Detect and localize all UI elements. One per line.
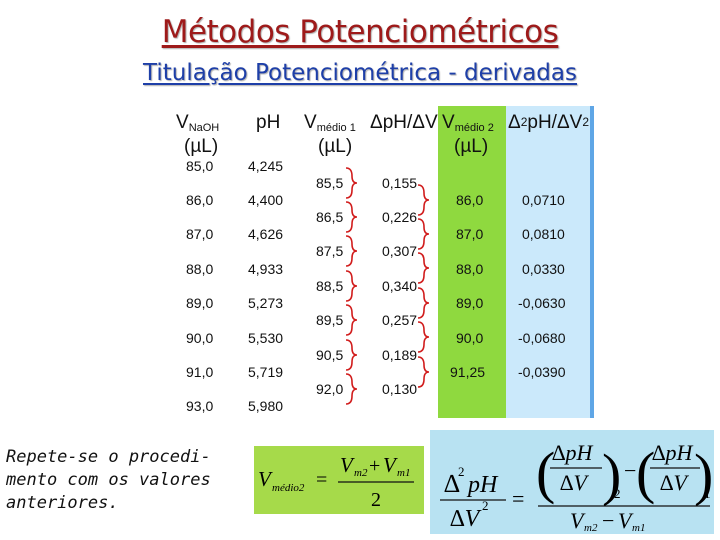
cell-dph-dv: 0,155 [382,175,418,191]
cell-ph: 4,400 [248,192,284,208]
cell-v-medio1: 89,5 [316,312,344,328]
f2-paren-close: ) [602,442,621,507]
cell-v-naoh: 90,0 [186,330,214,346]
header-d2ph-dv2: Δ2pH/ΔV2 [508,112,590,133]
instruction-note: Repete-se o procedi- mento com os valore… [6,446,256,515]
header-dph-dv: ΔpH/ΔV [370,112,438,133]
cell-dph-dv: 0,130 [382,381,418,397]
f1-num-b: V [383,453,398,477]
f2-paren2-close: ) [694,442,713,507]
cell-d2ph-dv2: 0,0810 [522,226,565,242]
cell-v-medio1: 88,5 [316,278,344,294]
column-border [590,106,594,418]
f2-paren-open: ( [536,440,555,505]
note-line: mento com os valores [6,470,211,490]
cell-ph: 5,273 [248,295,284,311]
cell-v-medio1: 87,5 [316,243,344,259]
cell-d2ph-dv2: 0,0710 [522,192,565,208]
f2-minus: − [624,458,636,483]
cell-v-medio1: 85,5 [316,175,344,191]
cell-ph: 4,933 [248,261,284,277]
cell-v-medio2: 88,0 [456,261,484,277]
header-v-medio2: Vmédio 2 [442,112,494,134]
cell-ph: 4,245 [248,158,284,174]
cell-dph-dv: 0,257 [382,312,418,328]
f1-equals: = [316,469,327,491]
cell-v-naoh: 85,0 [186,158,214,174]
f2-t2-num: ∆pH [652,440,693,465]
cell-dph-dv: 0,307 [382,243,418,259]
cell-ph: 5,530 [248,330,284,346]
f2-den-a: V [570,508,586,533]
cell-v-medio1: 90,5 [316,347,344,363]
f1-num-a: V [340,453,355,477]
f1-num-b-sub: m1 [397,467,410,479]
f2-paren2-open: ( [636,440,655,505]
cell-v-medio2: 89,0 [456,295,484,311]
f1-den: 2 [371,489,381,511]
cell-v-naoh: 86,0 [186,192,214,208]
note-line: Repete-se o procedi- [6,447,211,467]
cell-d2ph-dv2: -0,0630 [518,295,566,311]
header-v-naoh: VNaOH [176,112,220,134]
cell-v-medio2: 87,0 [456,226,484,242]
v-medio2-column-highlight [438,106,506,418]
f2-den-b-sub: m1 [632,522,645,534]
cell-v-medio1: 86,5 [316,209,344,225]
note-line: anteriores. [6,493,119,513]
cell-ph: 5,719 [248,364,284,380]
f2-d2-sup: 2 [458,464,465,479]
f2-dv-sup: 2 [482,498,489,513]
bracket-connectors [345,167,430,405]
f2-t1-sub: 2 [614,486,621,501]
second-derivative-column-highlight [506,106,592,418]
cell-v-naoh: 88,0 [186,261,214,277]
cell-v-naoh: 91,0 [186,364,214,380]
f1-num-a-sub: m2 [354,467,368,479]
cell-d2ph-dv2: 0,0330 [522,261,565,277]
f2-dv: ∆V [450,506,482,532]
f2-d2: ∆ [444,469,460,498]
header-v-naoh-unit: (µL) [184,136,219,157]
cell-v-medio2: 86,0 [456,192,484,208]
f1-plus: + [369,455,380,477]
cell-v-naoh: 87,0 [186,226,214,242]
cell-dph-dv: 0,189 [382,347,418,363]
cell-v-medio1: 92,0 [316,381,344,397]
slide-subtitle: Titulação Potenciométrica - derivadas [143,60,577,86]
cell-v-naoh: 93,0 [186,398,214,414]
cell-v-naoh: 89,0 [186,295,214,311]
cell-dph-dv: 0,226 [382,209,418,225]
derivative-table: VNaOH (µL) pH Vmédio 1 (µL) ΔpH/ΔV Vmédi… [170,106,594,418]
f1-lhs: V [258,467,273,491]
cell-v-medio2: 91,25 [450,364,486,380]
f2-t1-den: ∆V [560,470,589,495]
slide-title: Métodos Potenciométricos [161,14,559,50]
f2-t2-den: ∆V [660,470,689,495]
formula-v-medio2: V médio2 = V m2 + V m1 2 [254,446,424,514]
cell-ph: 5,980 [248,398,284,414]
header-v-medio1: Vmédio 1 [304,112,356,134]
header-v-medio2-unit: (µL) [454,136,489,157]
header-ph: pH [256,112,281,133]
formula-second-derivative: ∆ 2 pH ∆V 2 = ( ∆pH ∆V ) 2 − ( ∆pH ∆V ) … [430,430,714,534]
header-v-medio1-unit: (µL) [318,136,353,157]
f2-den-b: V [618,508,634,533]
cell-d2ph-dv2: -0,0390 [518,364,566,380]
cell-dph-dv: 0,340 [382,278,418,294]
f2-den-minus: − [602,508,614,533]
f2-t2-sub: 1 [704,486,711,501]
f2-den-a-sub: m2 [584,522,598,534]
f2-ph: pH [466,472,499,498]
cell-d2ph-dv2: -0,0680 [518,330,566,346]
cell-ph: 4,626 [248,226,284,242]
f1-lhs-sub: médio2 [272,482,305,494]
cell-v-medio2: 90,0 [456,330,484,346]
f2-equals: = [512,486,524,511]
f2-t1-num: ∆pH [552,440,593,465]
